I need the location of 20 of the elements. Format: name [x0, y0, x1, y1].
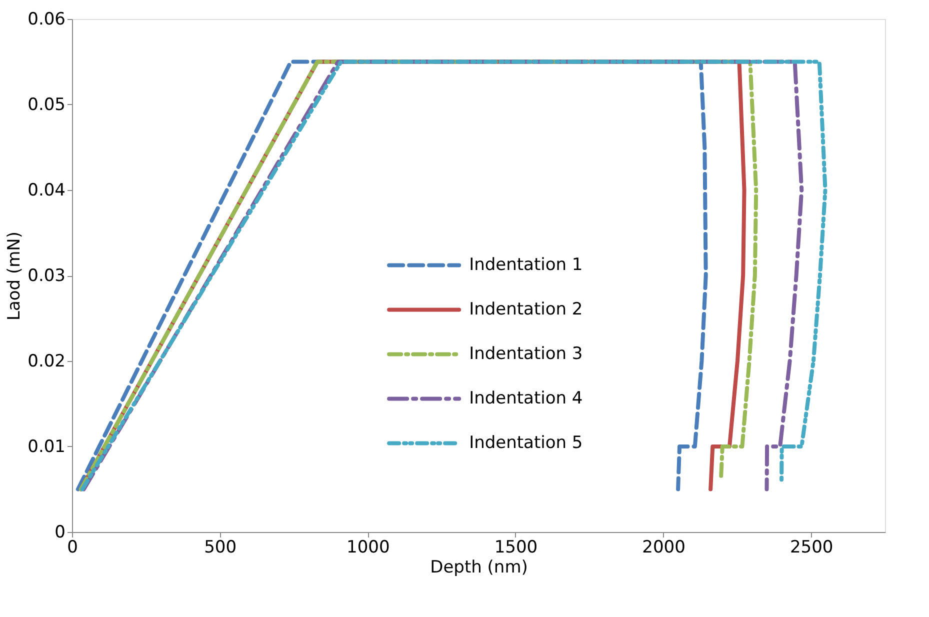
y-axis-title: Laod (mN) [4, 231, 25, 321]
legend-label: Indentation 1 [469, 255, 583, 276]
x-tick-label: 1500 [494, 538, 538, 558]
x-axis-title: Depth (nm) [430, 558, 528, 578]
y-tick-label: 0.06 [28, 10, 66, 30]
x-tick-label: 2500 [790, 538, 834, 558]
y-tick-label: 0.03 [28, 266, 66, 286]
y-tick-label: 0 [54, 522, 66, 542]
y-tick-label: 0.02 [28, 352, 66, 372]
legend-label: Indentation 3 [469, 344, 583, 364]
legend-label: Indentation 2 [469, 300, 583, 320]
x-tick-label: 0 [67, 538, 78, 558]
x-tick-label: 2000 [642, 538, 686, 558]
x-tick-label: 500 [204, 538, 237, 558]
y-tick-label: 0.01 [28, 437, 66, 457]
y-tick-label: 0.05 [28, 95, 66, 115]
legend-label: Indentation 4 [469, 388, 583, 409]
y-tick-label: 0.04 [28, 180, 66, 200]
legend-label: Indentation 5 [469, 433, 583, 454]
x-tick-label: 1000 [346, 538, 390, 558]
